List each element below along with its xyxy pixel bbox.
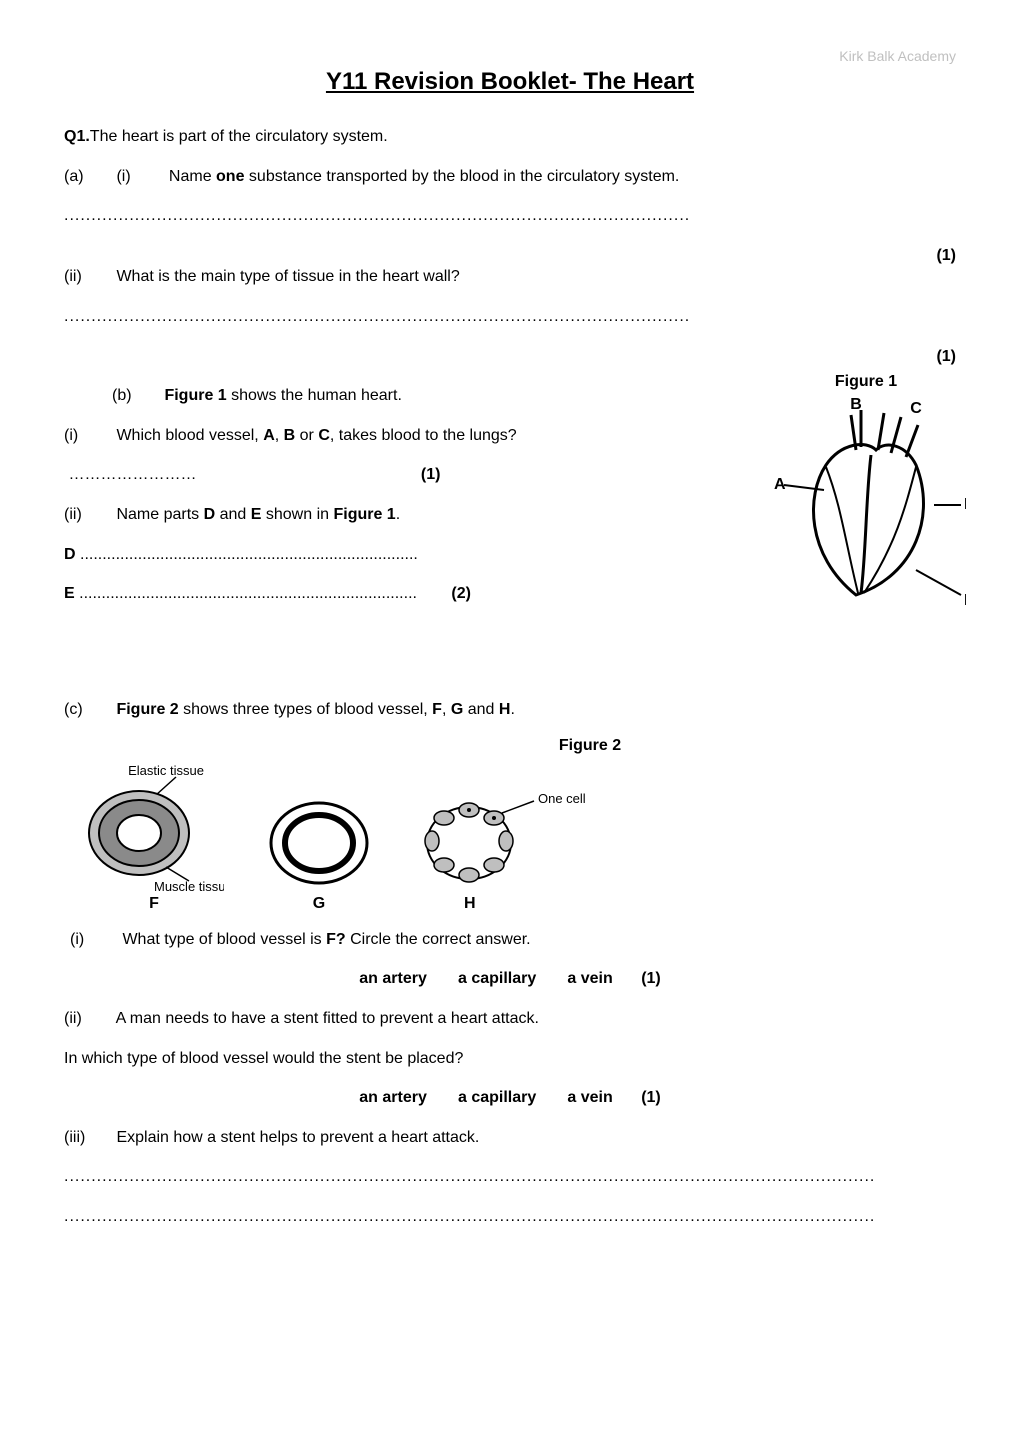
q1-c-ii: (ii) A man needs to have a stent fitted … (64, 1006, 956, 1032)
q1-a-i-text2: substance transported by the blood in th… (244, 168, 679, 185)
vessel-H-icon: One cell (414, 783, 614, 893)
mark-c-i: (1) (641, 970, 661, 987)
vessel-F: Elastic tissue Muscle tissue F (84, 763, 224, 913)
vessel-G: G (264, 783, 374, 913)
answer-line: ........................................… (64, 203, 956, 229)
b-ii-t2: shown in (261, 506, 333, 523)
mark-c-ii: (1) (641, 1089, 661, 1106)
svg-text:D: D (964, 496, 966, 513)
vessel-H-label: H (464, 895, 614, 913)
figure-2: Elastic tissue Muscle tissue F G (84, 763, 956, 913)
vessel-H: One cell H (414, 783, 614, 913)
b-i-or: or (295, 427, 318, 444)
svg-text:B: B (850, 396, 862, 413)
svg-text:C: C (910, 400, 922, 417)
q1-a-i-bold: one (216, 168, 244, 185)
opt-vein-2: a vein (567, 1089, 612, 1106)
q1-a-i-text1: Name (169, 168, 216, 185)
c-F: F (432, 701, 442, 718)
c-i-F: F? (326, 931, 346, 948)
c-G: G (451, 701, 463, 718)
D-label: D (64, 546, 76, 563)
mark-a-i: (1) (936, 243, 956, 269)
opt-vein: a vein (567, 970, 612, 987)
E-label: E (64, 585, 75, 602)
part-c-iii-label: (iii) (64, 1125, 112, 1151)
vessel-F-label: F (84, 895, 224, 913)
q1-a-ii-text: What is the main type of tissue in the h… (116, 268, 459, 285)
vessel-G-icon (264, 783, 374, 893)
c-fig2: Figure 2 (116, 701, 178, 718)
mark-row-a-ii: (1) (64, 344, 956, 370)
answer-line: ........................................… (64, 1204, 956, 1230)
figure-1-caption: Figure 1 (766, 373, 966, 391)
c-p: . (510, 701, 514, 718)
q1-intro-text: The heart is part of the circulatory sys… (90, 128, 388, 145)
answer-line: ........................................… (64, 304, 956, 330)
b-ii-E: E (251, 506, 262, 523)
part-b-label: (b) (112, 383, 160, 409)
q1-c: (c) Figure 2 shows three types of blood … (64, 697, 956, 723)
b-ii-t1: Name parts (116, 506, 203, 523)
part-c-ii-label: (ii) (64, 1006, 112, 1032)
opt-artery: an artery (359, 970, 427, 987)
mark-DE: (2) (451, 585, 471, 602)
b-ii-D: D (204, 506, 216, 523)
mark-b-i: (1) (421, 466, 441, 483)
q1-b-i-t1: Which blood vessel, (116, 427, 263, 444)
part-a-label: (a) (64, 164, 112, 190)
part-c-label: (c) (64, 697, 112, 723)
b-i-c1: , (275, 427, 284, 444)
q1-c-iii: (iii) Explain how a stent helps to preve… (64, 1125, 956, 1151)
opt-artery-2: an artery (359, 1089, 427, 1106)
c-H: H (499, 701, 511, 718)
part-b-i-label: (i) (64, 423, 112, 449)
c-rest: shows three types of blood vessel, (179, 701, 432, 718)
q1-a-i: (a) (i) Name one substance transported b… (64, 164, 956, 190)
c-iii-text: Explain how a stent helps to prevent a h… (116, 1129, 479, 1146)
part-b-ii-label: (ii) (64, 502, 112, 528)
b-ii-fig: Figure 1 (333, 506, 395, 523)
options-row-2: an artery a capillary a vein (1) (64, 1085, 956, 1111)
c-and: and (463, 701, 499, 718)
b-i-t2: , takes blood to the lungs? (330, 427, 517, 444)
svg-text:A: A (774, 476, 786, 493)
c-ii-q: In which type of blood vessel would the … (64, 1046, 956, 1072)
b-ii-and: and (215, 506, 251, 523)
heart-diagram-icon: B C A D E (766, 395, 966, 625)
opt-capillary-2: a capillary (458, 1089, 536, 1106)
school-name: Kirk Balk Academy (64, 48, 956, 64)
c-ii-text: A man needs to have a stent fitted to pr… (116, 1010, 539, 1027)
q1-a-ii: (ii) What is the main type of tissue in … (64, 264, 956, 290)
vessel-G-label: G (264, 895, 374, 913)
answer-line: ........................................… (64, 1164, 956, 1190)
svg-text:Elastic tissue: Elastic tissue (128, 763, 204, 778)
b-ii-p: . (396, 506, 400, 523)
q1-b-fig: Figure 1 (164, 387, 226, 404)
part-a-ii-label: (ii) (64, 264, 112, 290)
part-c-i-label: (i) (70, 927, 118, 953)
section-b-wrap: Figure 1 B C A D E (b) Figure 1 shows th (64, 383, 956, 683)
q1-c-i: (i) What type of blood vessel is F? Circ… (64, 927, 956, 953)
c-i-t1: What type of blood vessel is (122, 931, 326, 948)
figure-1: Figure 1 B C A D E (766, 373, 966, 625)
q1-b-rest: shows the human heart. (227, 387, 402, 404)
q1-label: Q1. (64, 128, 90, 145)
q1-intro: Q1.The heart is part of the circulatory … (64, 124, 956, 150)
svg-text:One cell: One cell (538, 791, 586, 806)
options-row-1: an artery a capillary a vein (1) (64, 966, 956, 992)
c-i-t2: Circle the correct answer. (346, 931, 531, 948)
opt-capillary: a capillary (458, 970, 536, 987)
b-i-C: C (318, 427, 330, 444)
figure-2-caption: Figure 2 (224, 737, 956, 755)
c-c1: , (442, 701, 451, 718)
part-a-i-label: (i) (116, 164, 164, 190)
vessel-F-icon: Elastic tissue Muscle tissue (84, 763, 224, 893)
b-i-B: B (284, 427, 296, 444)
mark-a-ii: (1) (936, 344, 956, 370)
svg-text:E: E (964, 592, 966, 609)
svg-text:Muscle tissue: Muscle tissue (154, 879, 224, 893)
b-i-A: A (263, 427, 275, 444)
page-title: Y11 Revision Booklet- The Heart (64, 68, 956, 96)
